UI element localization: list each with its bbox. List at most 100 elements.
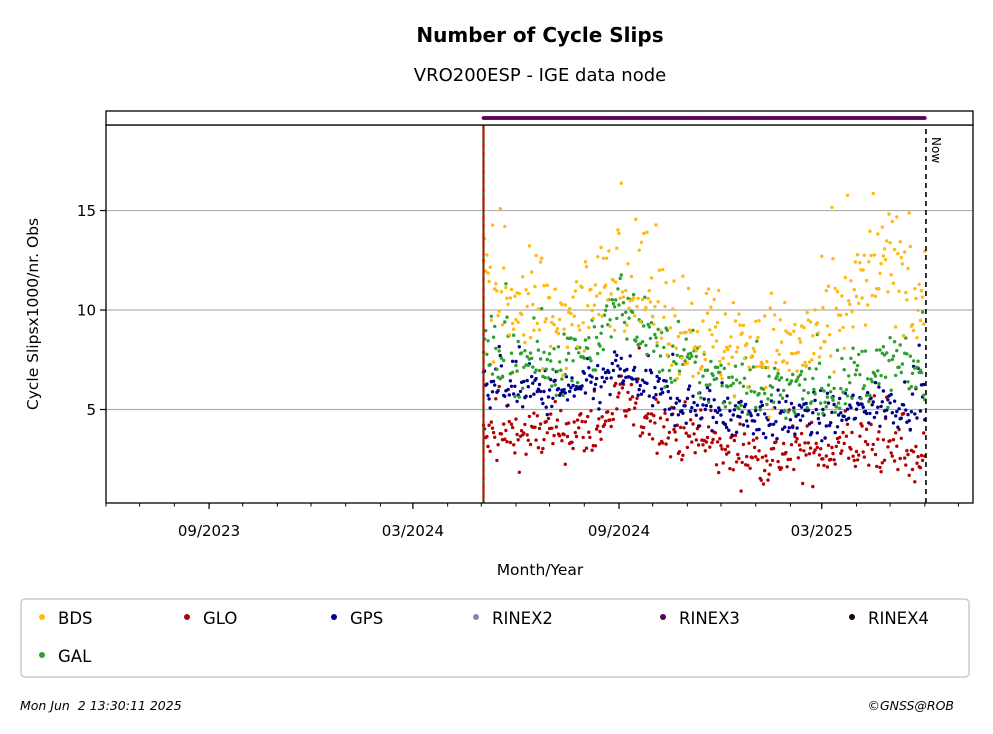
data-point — [733, 364, 738, 368]
data-point — [523, 349, 527, 353]
data-point — [911, 359, 916, 363]
data-point — [906, 412, 910, 417]
data-point — [779, 376, 784, 380]
data-point — [638, 383, 642, 388]
data-point — [608, 418, 612, 422]
y-axis-label: Cycle Slipsx1000/nr. Obs — [24, 218, 42, 410]
data-point — [540, 256, 544, 260]
data-point — [682, 348, 686, 352]
data-point — [842, 368, 846, 372]
data-point — [740, 362, 744, 366]
data-point — [624, 310, 628, 314]
data-point — [493, 435, 497, 439]
data-point — [829, 457, 833, 462]
data-point — [917, 343, 921, 347]
data-point — [667, 342, 672, 346]
data-point — [755, 365, 759, 369]
data-point — [909, 385, 914, 389]
data-point — [730, 433, 734, 437]
data-point — [842, 414, 846, 419]
data-point — [821, 411, 825, 416]
data-point — [878, 348, 882, 352]
data-point — [763, 468, 767, 473]
data-point — [774, 440, 778, 444]
data-point — [551, 315, 555, 319]
data-point — [642, 425, 646, 430]
legend-item-rinex4: RINEX4 — [849, 609, 929, 628]
data-point — [913, 480, 917, 484]
data-point — [550, 320, 554, 325]
data-point — [738, 381, 742, 385]
data-point — [609, 376, 613, 380]
data-point — [530, 356, 534, 360]
data-point — [841, 325, 845, 330]
data-point — [867, 399, 871, 404]
data-point — [621, 301, 626, 305]
data-point — [662, 425, 666, 429]
data-point — [914, 385, 918, 389]
data-point — [586, 414, 590, 419]
data-point — [579, 412, 583, 416]
data-point — [745, 454, 749, 459]
data-point — [804, 401, 808, 406]
data-point — [668, 376, 673, 380]
data-point — [907, 473, 911, 477]
data-point — [522, 365, 526, 369]
data-point — [810, 400, 814, 404]
data-point — [590, 308, 594, 313]
data-point — [754, 405, 758, 410]
data-point — [797, 383, 802, 387]
data-point — [850, 310, 854, 314]
data-point — [908, 244, 912, 249]
data-point — [842, 346, 846, 351]
data-point — [594, 294, 599, 298]
data-point — [690, 440, 694, 444]
data-point — [670, 412, 674, 417]
data-point — [914, 296, 918, 301]
data-point — [597, 407, 601, 411]
data-point — [558, 434, 562, 438]
data-point — [880, 400, 884, 404]
data-point — [899, 370, 903, 375]
data-point — [906, 266, 910, 271]
data-point — [535, 414, 539, 418]
data-point — [885, 351, 889, 355]
data-point — [633, 314, 637, 318]
data-point — [657, 268, 662, 272]
data-point — [598, 291, 602, 295]
data-point — [542, 283, 546, 288]
data-point — [489, 318, 493, 322]
data-point — [894, 414, 898, 418]
data-point — [633, 365, 637, 370]
data-point — [915, 365, 919, 369]
data-point — [603, 283, 608, 287]
data-point — [553, 378, 557, 383]
data-point — [894, 431, 898, 435]
data-point — [805, 310, 809, 315]
x-tick-label: 03/2025 — [791, 522, 853, 540]
data-point — [882, 458, 887, 462]
data-point — [645, 381, 649, 386]
data-point — [653, 332, 657, 337]
data-point — [848, 302, 852, 306]
data-point — [720, 384, 724, 388]
data-point — [723, 312, 728, 316]
data-point — [822, 389, 826, 393]
data-point — [751, 438, 756, 442]
data-point — [553, 287, 557, 291]
data-point — [638, 342, 642, 346]
data-point — [617, 231, 621, 236]
data-point — [844, 388, 849, 392]
data-point — [575, 345, 580, 349]
data-point — [771, 400, 776, 404]
data-point — [629, 382, 634, 387]
data-point — [773, 366, 777, 370]
data-point — [824, 424, 828, 428]
data-point — [877, 382, 881, 386]
data-point — [580, 419, 584, 424]
data-point — [631, 296, 636, 300]
data-point — [764, 454, 768, 458]
data-point — [767, 472, 771, 476]
data-point — [870, 293, 874, 298]
data-point — [566, 421, 571, 425]
